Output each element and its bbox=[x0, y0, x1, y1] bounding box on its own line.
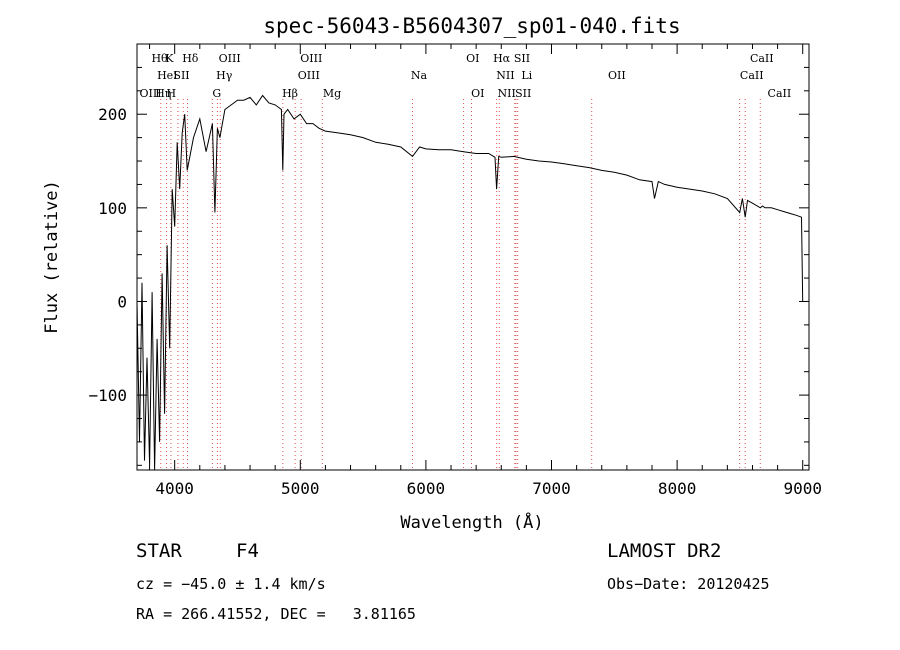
marker-label: OIII bbox=[298, 69, 320, 82]
marker-label: Hγ bbox=[216, 69, 233, 82]
x-axis-label: Wavelength (Å) bbox=[400, 511, 543, 533]
x-tick-label: 8000 bbox=[658, 479, 697, 498]
x-tick-label: 6000 bbox=[407, 479, 446, 498]
x-tick-label: 4000 bbox=[155, 479, 194, 498]
marker-label: CaII bbox=[740, 69, 764, 82]
y-tick-label: 100 bbox=[98, 199, 127, 218]
marker-label: OI bbox=[466, 52, 479, 65]
x-tick-label: 5000 bbox=[281, 479, 320, 498]
marker-label: OII bbox=[608, 69, 626, 82]
observation-date: Obs−Date: 20120425 bbox=[607, 575, 770, 593]
marker-label: Hα bbox=[493, 52, 511, 65]
marker-label: OI bbox=[471, 87, 484, 100]
y-tick-label: 0 bbox=[117, 292, 127, 311]
chart-title: spec-56043-B5604307_sp01-040.fits bbox=[263, 14, 680, 38]
line-markers bbox=[160, 99, 761, 470]
marker-label: Hθ bbox=[151, 52, 168, 65]
marker-label: SII bbox=[515, 87, 531, 100]
marker-label: Hβ bbox=[282, 87, 298, 100]
spectral-subclass: F4 bbox=[236, 540, 259, 562]
marker-label: HeI bbox=[157, 69, 177, 82]
y-tick-label: −100 bbox=[88, 386, 127, 405]
marker-label: OIII bbox=[140, 87, 162, 100]
y-axis-ticks: −100 0 100 200 bbox=[88, 43, 809, 466]
plot-frame bbox=[136, 43, 810, 471]
marker-label: OIII bbox=[219, 52, 241, 65]
marker-label: OIII bbox=[300, 52, 322, 65]
marker-label: NII bbox=[496, 69, 514, 82]
x-axis-ticks: 4000 5000 6000 7000 8000 9000 bbox=[149, 44, 822, 498]
y-tick-label: 200 bbox=[98, 105, 127, 124]
spectrum-line bbox=[136, 94, 804, 471]
redshift-cz: cz = −45.0 ± 1.4 km/s bbox=[136, 575, 326, 593]
marker-label: Hδ bbox=[182, 52, 199, 65]
marker-label: H bbox=[167, 87, 177, 100]
marker-label: CaII bbox=[750, 52, 774, 65]
marker-label: NII bbox=[497, 87, 515, 100]
marker-label: Mg bbox=[323, 87, 341, 100]
marker-label: SII bbox=[173, 69, 189, 82]
marker-label: CaII bbox=[768, 87, 792, 100]
coordinates: RA = 266.41552, DEC = 3.81165 bbox=[136, 605, 416, 623]
marker-label: K bbox=[165, 52, 174, 65]
x-tick-label: 7000 bbox=[532, 479, 571, 498]
marker-label: Li bbox=[521, 69, 532, 82]
x-tick-label: 9000 bbox=[783, 479, 822, 498]
marker-label: G bbox=[212, 87, 221, 100]
survey-name: LAMOST DR2 bbox=[607, 540, 722, 562]
marker-label: SII bbox=[514, 52, 530, 65]
object-type: STAR bbox=[136, 540, 182, 562]
marker-label: Hη bbox=[155, 87, 171, 100]
y-axis-label: Flux (relative) bbox=[42, 180, 62, 334]
marker-label: Na bbox=[411, 69, 428, 82]
